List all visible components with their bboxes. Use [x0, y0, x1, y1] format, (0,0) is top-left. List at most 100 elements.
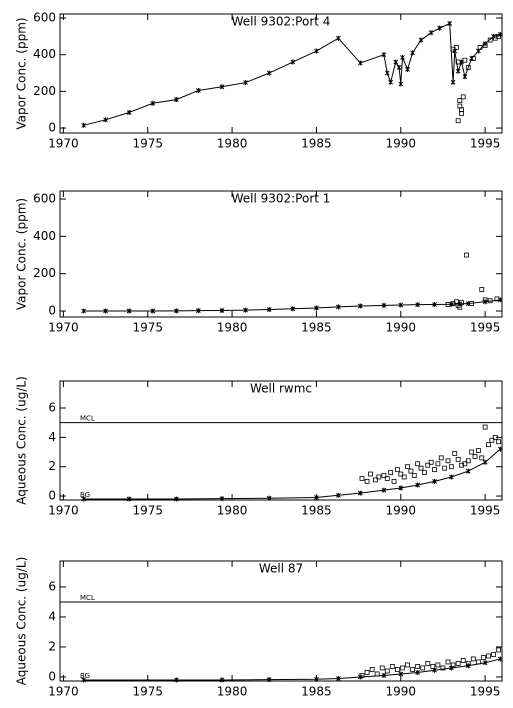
- data-point: [369, 667, 375, 672]
- y-tick-label: 0: [48, 489, 56, 503]
- line-marker: [455, 68, 461, 74]
- data-point: [445, 659, 451, 665]
- x-tick-label: 1990: [386, 137, 417, 151]
- data-point: [442, 465, 448, 471]
- line-marker: [243, 80, 248, 86]
- data-point: [384, 668, 390, 674]
- x-tick-label: 1990: [386, 685, 417, 699]
- data-point: [455, 59, 461, 65]
- y-axis-label: Aqueous Conc. (ug/L): [15, 557, 29, 685]
- line-marker: [450, 79, 456, 85]
- data-point: [364, 670, 370, 675]
- data-point: [381, 473, 387, 478]
- x-tick-label: 1980: [217, 137, 248, 151]
- reference-label: BG: [80, 672, 90, 680]
- line-marker: [314, 305, 319, 311]
- line-marker: [81, 122, 86, 128]
- line-marker: [243, 307, 248, 313]
- line-marker: [174, 97, 179, 103]
- data-point: [452, 451, 458, 456]
- data-point: [418, 465, 424, 471]
- line-marker: [81, 308, 86, 314]
- data-point: [421, 470, 427, 475]
- data-point: [489, 437, 495, 443]
- reference-label: BG: [80, 491, 90, 499]
- line-marker: [398, 302, 404, 308]
- data-point: [486, 442, 491, 448]
- data-point: [373, 477, 378, 483]
- line-marker: [219, 84, 225, 90]
- line-marker: [357, 490, 363, 496]
- y-tick-label: 6: [48, 400, 56, 414]
- y-tick-label: 600: [33, 11, 56, 25]
- line-marker: [314, 495, 319, 501]
- line-marker: [415, 669, 421, 675]
- x-tick-label: 1970: [48, 504, 79, 518]
- line-marker: [465, 468, 471, 474]
- data-point: [420, 665, 426, 671]
- data-point: [469, 301, 475, 306]
- line-marker: [381, 487, 387, 493]
- line-marker: [410, 50, 415, 56]
- data-point: [364, 478, 370, 484]
- data-point: [430, 664, 436, 669]
- x-tick-label: 1975: [132, 321, 163, 335]
- line-marker: [396, 65, 402, 71]
- data-point: [415, 664, 421, 669]
- line-marker: [266, 70, 272, 76]
- x-tick-label: 1995: [470, 321, 501, 335]
- data-point: [428, 459, 434, 465]
- line-marker: [428, 30, 434, 36]
- line-marker: [482, 459, 488, 465]
- data-point: [482, 297, 488, 303]
- chart-title: Well rwmc: [250, 382, 312, 396]
- line-marker: [174, 496, 179, 502]
- x-tick-label: 1985: [301, 685, 332, 699]
- line-marker: [497, 446, 503, 452]
- line-marker: [336, 492, 341, 498]
- x-tick-label: 1975: [132, 504, 163, 518]
- chart-title: Well 9302:Port 1: [232, 192, 331, 206]
- line-marker: [400, 54, 405, 60]
- data-point: [496, 33, 502, 39]
- y-tick-label: 2: [48, 639, 56, 653]
- line-marker: [174, 677, 179, 683]
- data-point: [481, 655, 486, 660]
- data-point: [479, 287, 485, 292]
- x-tick-label: 1980: [217, 685, 248, 699]
- data-point: [450, 662, 456, 668]
- data-point: [491, 652, 496, 657]
- reference-label: MCL: [80, 415, 95, 423]
- data-point: [472, 454, 478, 459]
- x-tick-label: 1990: [386, 504, 417, 518]
- y-tick-label: 200: [33, 266, 56, 280]
- data-point: [462, 461, 468, 467]
- data-line: [83, 22, 501, 126]
- x-tick-label: 1970: [48, 321, 79, 335]
- y-axis-label: Aqueous Conc. (ug/L): [15, 376, 29, 504]
- data-point: [465, 458, 471, 464]
- line-marker: [432, 478, 437, 484]
- data-point: [445, 302, 451, 307]
- line-marker: [219, 677, 225, 683]
- data-point: [374, 671, 380, 677]
- line-marker: [266, 307, 272, 313]
- data-point: [455, 303, 461, 308]
- data-point: [389, 664, 395, 669]
- data-point: [401, 474, 407, 480]
- line-marker: [290, 306, 296, 312]
- data-point: [477, 44, 483, 50]
- data-line: [83, 448, 501, 500]
- line-marker: [398, 81, 404, 87]
- data-point: [496, 647, 502, 653]
- data-point: [464, 252, 469, 258]
- data-point: [368, 471, 373, 477]
- data-point: [405, 464, 410, 470]
- line-marker: [449, 474, 454, 480]
- data-point: [487, 298, 493, 304]
- x-tick-label: 1985: [301, 137, 332, 151]
- plot-frame: [59, 380, 503, 501]
- data-point: [470, 55, 476, 61]
- line-marker: [357, 60, 363, 66]
- data-point: [455, 456, 461, 462]
